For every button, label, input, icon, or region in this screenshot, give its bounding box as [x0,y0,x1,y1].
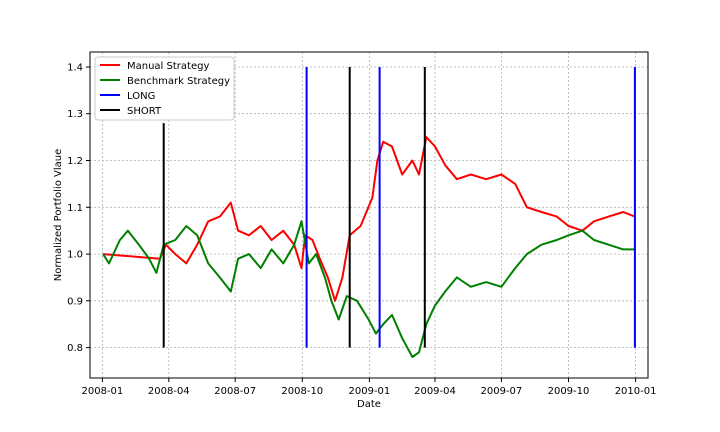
x-tick-label: 2008-04 [148,386,190,397]
y-tick-label: 1.0 [67,250,83,261]
x-tick-label: 2009-01 [349,386,391,397]
legend-label-benchmark: Benchmark Strategy [127,76,230,87]
y-tick-label: 0.9 [67,296,83,307]
legend: Manual Strategy Benchmark Strategy LONG … [94,56,235,121]
series-layer [102,136,636,358]
x-tick-label: 2009-10 [548,386,590,397]
signal-lines [162,67,636,348]
y-tick-label: 1.3 [67,109,83,120]
y-tick-label: 1.1 [67,203,83,214]
y-tick-label: 1.2 [67,156,83,167]
x-tick-label: 2008-01 [82,386,124,397]
y-axis-label: Normalized Portfolio Vlaue [53,149,64,281]
legend-box [94,56,235,121]
x-tick-label: 2010-01 [615,386,657,397]
y-axis-ticks: 0.8 0.9 1.0 1.1 1.2 1.3 1.4 [67,63,90,354]
series-line-benchmark-strategy [102,220,635,358]
x-axis-label: Date [357,399,381,410]
x-axis-ticks: 2008-01 2008-04 2008-07 2008-10 2009-01 2009-… [82,378,657,397]
legend-label-manual: Manual Strategy [127,61,209,72]
legend-label-long: LONG [127,91,155,102]
x-tick-label: 2009-04 [414,386,456,397]
y-tick-label: 1.4 [67,63,83,74]
series-line-manual-strategy [103,136,636,302]
legend-label-short: SHORT [127,106,162,117]
x-tick-label: 2008-07 [214,386,256,397]
x-tick-label: 2008-10 [281,386,323,397]
y-tick-label: 0.8 [67,343,83,354]
x-tick-label: 2009-07 [481,386,523,397]
